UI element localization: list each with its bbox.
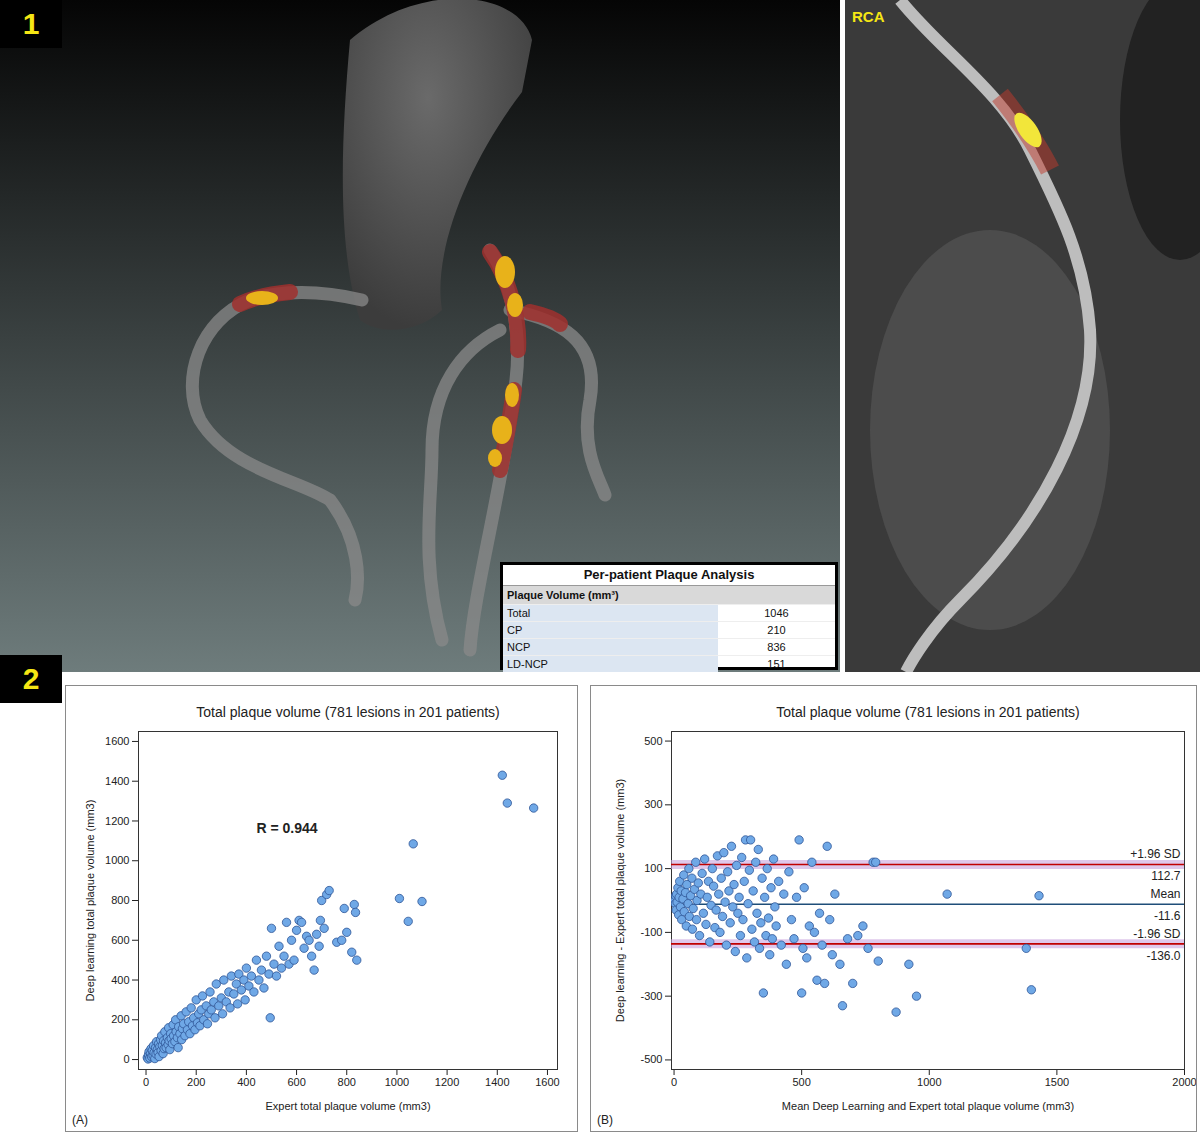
svg-text:112.7: 112.7 <box>1151 869 1180 883</box>
svg-text:Expert total plaque volume (mm: Expert total plaque volume (mm3) <box>265 1100 430 1112</box>
svg-text:Total plaque volume (781 lesio: Total plaque volume (781 lesions in 201 … <box>196 704 500 720</box>
html-text:210: 210 <box>767 624 786 636</box>
svg-text:-100: -100 <box>640 926 662 938</box>
svg-text:-1.96 SD: -1.96 SD <box>1133 927 1181 941</box>
svg-text:600: 600 <box>111 934 129 946</box>
svg-text:2000: 2000 <box>1172 1076 1196 1088</box>
html-text:836: 836 <box>767 641 786 653</box>
html-text:1046: 1046 <box>764 607 789 619</box>
svg-text:R = 0.944: R = 0.944 <box>257 820 318 836</box>
svg-text:-500: -500 <box>640 1053 662 1065</box>
svg-text:500: 500 <box>644 735 662 747</box>
svg-text:1400: 1400 <box>105 775 129 787</box>
svg-text:200: 200 <box>187 1076 205 1088</box>
svg-text:400: 400 <box>237 1076 255 1088</box>
html-text:RCA: RCA <box>852 8 885 25</box>
svg-text:1000: 1000 <box>385 1076 409 1088</box>
html-text:Per-patient Plaque Analysis: Per-patient Plaque Analysis <box>583 567 755 582</box>
svg-text:-11.6: -11.6 <box>1154 909 1181 923</box>
svg-text:1200: 1200 <box>435 1076 459 1088</box>
svg-text:1600: 1600 <box>105 735 129 747</box>
svg-text:1200: 1200 <box>105 814 129 826</box>
svg-text:Total plaque volume (781 lesio: Total plaque volume (781 lesions in 201 … <box>776 704 1080 720</box>
svg-text:-136.0: -136.0 <box>1146 949 1180 963</box>
svg-text:300: 300 <box>644 798 662 810</box>
html-text:CP: CP <box>507 624 523 636</box>
html-text:1: 1 <box>22 7 40 40</box>
html-text:(B): (B) <box>597 1113 613 1127</box>
html-text:(A): (A) <box>72 1113 88 1127</box>
html-text:Total: Total <box>507 607 531 619</box>
html-text:Plaque Volume (mm³): Plaque Volume (mm³) <box>507 589 619 601</box>
svg-text:800: 800 <box>338 1076 356 1088</box>
svg-text:1500: 1500 <box>1045 1076 1069 1088</box>
svg-text:1600: 1600 <box>535 1076 559 1088</box>
svg-text:0: 0 <box>123 1053 129 1065</box>
svg-text:1000: 1000 <box>105 854 129 866</box>
svg-text:600: 600 <box>287 1076 305 1088</box>
svg-text:1400: 1400 <box>485 1076 509 1088</box>
svg-text:1000: 1000 <box>917 1076 941 1088</box>
svg-text:0: 0 <box>143 1076 149 1088</box>
svg-text:Mean: Mean <box>1150 887 1180 901</box>
svg-text:200: 200 <box>111 1013 129 1025</box>
svg-text:0: 0 <box>671 1076 677 1088</box>
svg-text:100: 100 <box>644 862 662 874</box>
svg-text:Deep learning total plaque vol: Deep learning total plaque volume (mm3) <box>84 800 96 1002</box>
svg-text:+1.96 SD: +1.96 SD <box>1130 847 1181 861</box>
svg-text:-300: -300 <box>640 990 662 1002</box>
svg-text:800: 800 <box>111 894 129 906</box>
svg-text:Deep learning - Expert total p: Deep learning - Expert total plaque volu… <box>614 779 626 1022</box>
svg-text:Mean Deep Learning and Expert: Mean Deep Learning and Expert total plaq… <box>782 1100 1074 1112</box>
svg-text:500: 500 <box>792 1076 810 1088</box>
svg-text:400: 400 <box>111 974 129 986</box>
html-text:LD-NCP: LD-NCP <box>507 658 548 670</box>
html-text:151: 151 <box>767 658 786 670</box>
html-text:NCP: NCP <box>507 641 531 653</box>
html-text:2: 2 <box>22 662 40 695</box>
